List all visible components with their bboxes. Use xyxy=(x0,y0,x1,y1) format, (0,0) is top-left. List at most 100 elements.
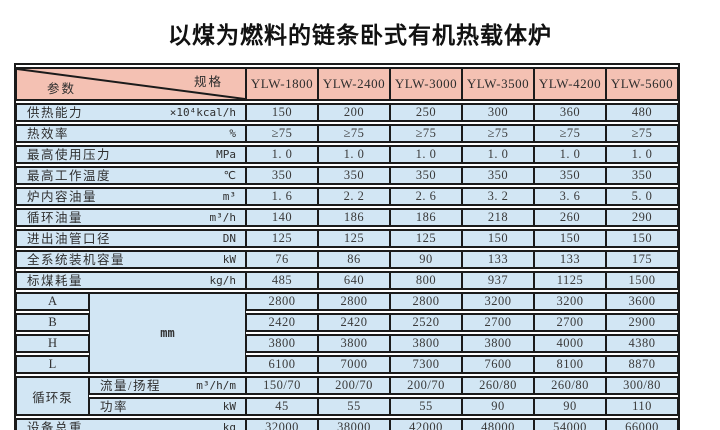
value-cell: 360 xyxy=(534,103,606,122)
value-cell: 2. 2 xyxy=(318,187,390,206)
value-cell: 1. 0 xyxy=(246,145,318,164)
row-header-content: 最高使用压力 MPa xyxy=(17,147,245,162)
table-row: B 2420 2420 2520 2700 2700 2900 xyxy=(16,313,678,332)
row-header-content: 进出油管口径 DN xyxy=(17,231,245,246)
value-cell: 125 xyxy=(390,229,462,248)
row-label: 炉内容油量 xyxy=(27,189,98,204)
row-label: 全系统装机容量 xyxy=(27,252,126,267)
value-cell: 55 xyxy=(318,397,390,416)
value-cell: 200/70 xyxy=(390,376,462,395)
table-row: 标煤耗量 kg/h 485 640 800 937 1125 1500 xyxy=(16,271,678,290)
model-header-cell: YLW-1800 xyxy=(246,67,318,101)
value-cell: 140 xyxy=(246,208,318,227)
dimension-letter-cell: L xyxy=(16,355,89,374)
value-cell: 260 xyxy=(534,208,606,227)
value-cell: 1. 0 xyxy=(606,145,678,164)
row-unit: DN xyxy=(222,231,236,245)
value-cell: 125 xyxy=(246,229,318,248)
model-header-cell: YLW-2400 xyxy=(318,67,390,101)
value-cell: 260/80 xyxy=(462,376,534,395)
value-cell: 200/70 xyxy=(318,376,390,395)
spec-table: 规格 参数 YLW-1800 YLW-2400 YLW-3000 YLW-3500 YLW-… xyxy=(14,63,680,430)
value-cell: 1500 xyxy=(606,271,678,290)
value-cell: 1. 6 xyxy=(246,187,318,206)
model-header-cell: YLW-3000 xyxy=(390,67,462,101)
value-cell: 5. 0 xyxy=(606,187,678,206)
value-cell: 133 xyxy=(534,250,606,269)
row-unit: kg xyxy=(222,420,236,430)
row-unit: m³ xyxy=(222,189,236,203)
row-label: 供热能力 xyxy=(27,105,84,120)
row-header-content: 设备总重 kg xyxy=(17,420,245,430)
page-title: 以煤为燃料的链条卧式有机热载体炉 xyxy=(168,22,552,48)
value-cell: 2520 xyxy=(390,313,462,332)
value-cell: 90 xyxy=(462,397,534,416)
value-cell: 250 xyxy=(390,103,462,122)
value-cell: 350 xyxy=(534,166,606,185)
value-cell: 3800 xyxy=(462,334,534,353)
row-header-content: 炉内容油量 m³ xyxy=(17,189,245,204)
value-cell: 218 xyxy=(462,208,534,227)
row-unit: m³/h xyxy=(209,210,237,224)
value-cell: 3200 xyxy=(534,292,606,311)
value-cell: 45 xyxy=(246,397,318,416)
value-cell: ≥75 xyxy=(246,124,318,143)
row-header-cell-pump-sub: 流量/扬程 m³/h/m xyxy=(89,376,246,395)
value-cell: 48000 xyxy=(462,418,534,430)
value-cell: ≥75 xyxy=(462,124,534,143)
value-cell: 175 xyxy=(606,250,678,269)
value-cell: 133 xyxy=(462,250,534,269)
table-row: 供热能力 ×10⁴kcal/h 150 200 250 300 360 480 xyxy=(16,103,678,122)
table-row: 设备总重 kg 32000 38000 42000 48000 54000 66000 xyxy=(16,418,678,430)
row-label: 最高工作温度 xyxy=(27,168,112,183)
value-cell: 3. 6 xyxy=(534,187,606,206)
value-cell: 2. 6 xyxy=(390,187,462,206)
value-cell: 485 xyxy=(246,271,318,290)
value-cell: 186 xyxy=(318,208,390,227)
row-label: 设备总重 xyxy=(27,420,84,430)
value-cell: 200 xyxy=(318,103,390,122)
table-row: 热效率% ≥75 ≥75 ≥75 ≥75 ≥75 ≥75 xyxy=(16,124,678,143)
row-header-cell: 炉内容油量 m³ xyxy=(16,187,246,206)
table-row: 最高工作温度 ℃ 350 350 350 350 350 350 xyxy=(16,166,678,185)
row-header-cell: 最高工作温度 ℃ xyxy=(16,166,246,185)
row-unit: kg/h xyxy=(209,273,237,287)
dimension-unit-cell: mm xyxy=(89,292,246,374)
row-header-cell: 全系统装机容量 kW xyxy=(16,250,246,269)
table-row: 功率 kW 45 55 55 90 90 110 xyxy=(16,397,678,416)
corner-param-label: 参数 xyxy=(47,82,77,96)
value-cell: 800 xyxy=(390,271,462,290)
row-header-content: 标煤耗量 kg/h xyxy=(17,273,245,288)
value-cell: 4000 xyxy=(534,334,606,353)
value-cell: 38000 xyxy=(318,418,390,430)
value-cell: 2420 xyxy=(318,313,390,332)
row-header-content: 流量/扬程 m³/h/m xyxy=(90,378,245,393)
value-cell: 7300 xyxy=(390,355,462,374)
row-unit: ×10⁴kcal/h xyxy=(169,105,236,119)
corner-cell: 规格 参数 xyxy=(16,67,246,101)
table-row: L 6100 7000 7300 7600 8100 8870 xyxy=(16,355,678,374)
value-cell: 350 xyxy=(462,166,534,185)
corner-content: 规格 参数 xyxy=(17,69,245,99)
row-header-content: 供热能力 ×10⁴kcal/h xyxy=(17,105,245,120)
diagonal-divider-line xyxy=(17,69,245,99)
value-cell: 3. 2 xyxy=(462,187,534,206)
value-cell: ≥75 xyxy=(534,124,606,143)
value-cell: 32000 xyxy=(246,418,318,430)
row-header-cell: 循环油量 m³/h xyxy=(16,208,246,227)
row-header-cell: 热效率% xyxy=(16,124,246,143)
table-row: 循环泵 流量/扬程 m³/h/m 150/70 200/70 200/70 260/80 26… xyxy=(16,376,678,416)
row-label: 功率 xyxy=(100,399,129,414)
table-header-row: 规格 参数 YLW-1800 YLW-2400 YLW-3000 YLW-3500 YLW-… xyxy=(16,67,678,101)
value-cell: 3800 xyxy=(318,334,390,353)
value-cell: 150 xyxy=(534,229,606,248)
model-header-cell: YLW-4200 xyxy=(534,67,606,101)
value-cell: ≥75 xyxy=(606,124,678,143)
value-cell: 300/80 xyxy=(606,376,678,395)
row-unit: ℃ xyxy=(223,168,236,182)
value-cell: 110 xyxy=(606,397,678,416)
value-cell: 54000 xyxy=(534,418,606,430)
row-unit: MPa xyxy=(216,147,236,161)
row-header-cell-total: 设备总重 kg xyxy=(16,418,246,430)
